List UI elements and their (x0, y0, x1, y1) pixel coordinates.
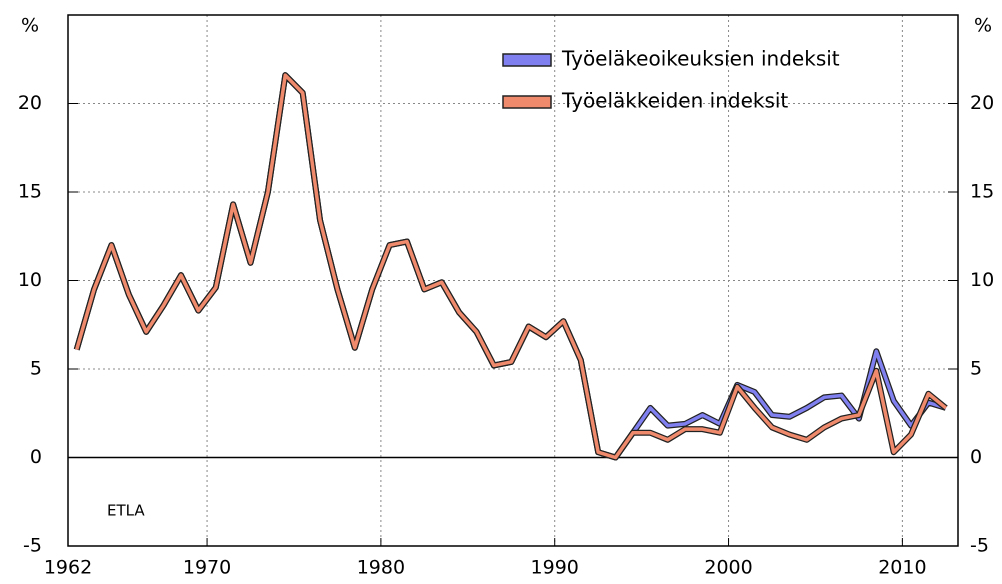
x-tick-label: 2000 (704, 557, 752, 579)
y2-tick-label: 5 (970, 358, 982, 380)
line (75, 73, 947, 460)
annotation: ETLA (107, 502, 145, 520)
y-axis-label: % (21, 15, 39, 37)
x-tick-label: 1962 (44, 557, 92, 579)
y2-tick-label: 20 (970, 92, 994, 114)
x-tick-label: 1970 (183, 557, 231, 579)
y2-tick-label: -5 (970, 535, 989, 557)
x-tick-label: 1980 (357, 557, 405, 579)
y2-tick-label: 10 (970, 269, 994, 291)
x-tick-label: 1990 (531, 557, 579, 579)
y2-tick-label: 15 (970, 181, 994, 203)
y-tick-label: -5 (23, 535, 42, 557)
legend-label: Työeläkkeiden indeksit (561, 89, 788, 113)
y-tick-label: 15 (18, 181, 42, 203)
y-tick-label: 5 (30, 358, 42, 380)
y2-tick-label: 0 (970, 446, 982, 468)
y-tick-label: 0 (30, 446, 42, 468)
y-tick-label: 20 (18, 92, 42, 114)
y2-axis-label: % (974, 15, 992, 37)
y-tick-label: 10 (18, 269, 42, 291)
x-tick-label: 2010 (878, 557, 926, 579)
legend-swatch (502, 95, 552, 109)
plot-frame (67, 14, 959, 547)
legend-swatch (502, 53, 552, 67)
legend-label: Työeläkeoikeuksien indeksit (561, 47, 840, 71)
